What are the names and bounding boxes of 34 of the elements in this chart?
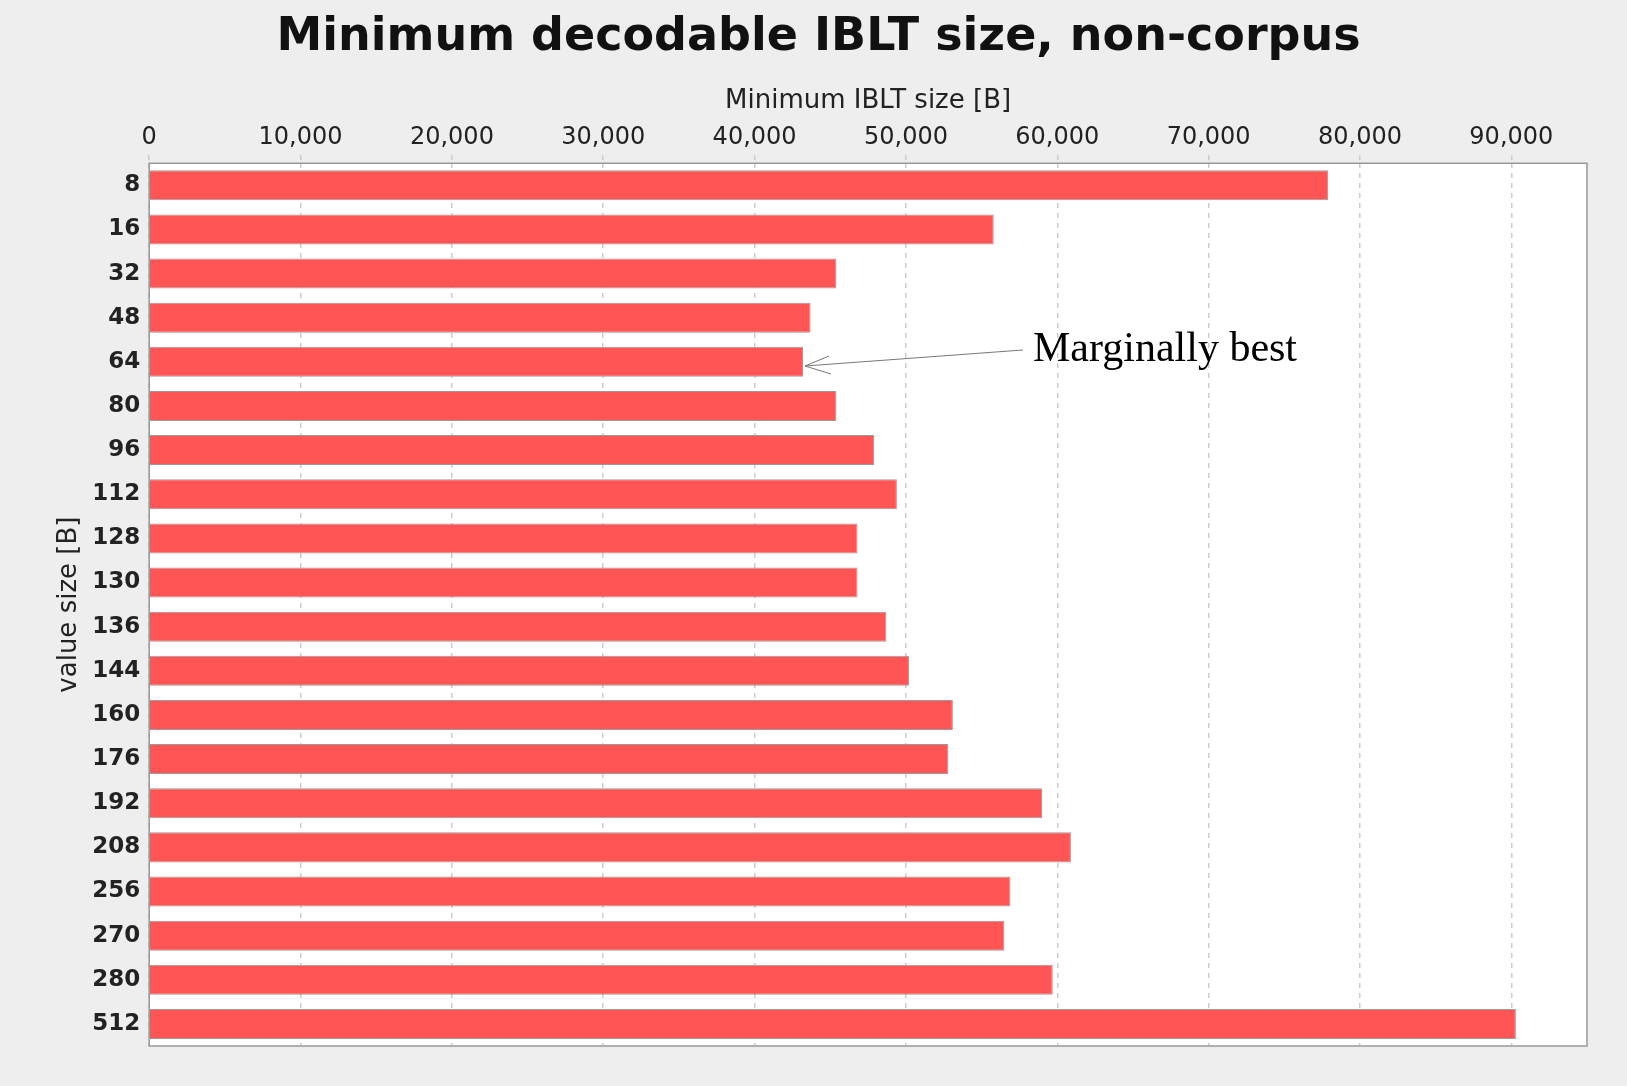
y-tick-label: 128: [92, 523, 141, 550]
y-tick-label: 144: [92, 655, 141, 682]
y-tick-label: 160: [92, 699, 141, 726]
annotation: Marginally best: [1033, 323, 1298, 370]
y-tick-label: 512: [92, 1008, 141, 1035]
y-tick-label: 270: [92, 920, 141, 947]
x-axis-title: Minimum IBLT size [B]: [725, 83, 1012, 114]
y-axis-title: value size [B]: [52, 516, 83, 693]
y-tick-label: 96: [108, 435, 141, 462]
chart-title: Minimum decodable IBLT size, non-corpus: [276, 6, 1361, 61]
x-tick-label: 30,000: [561, 122, 646, 151]
y-tick-label: 64: [108, 346, 141, 373]
y-tick-label: 208: [92, 832, 141, 859]
x-tick-label: 70,000: [1166, 122, 1251, 151]
y-tick-label: 16: [108, 214, 141, 241]
x-tick-label: 90,000: [1469, 122, 1554, 151]
x-tick-label: 0: [141, 122, 157, 151]
y-tick-label: 8: [124, 170, 141, 197]
y-tick-label: 32: [108, 258, 141, 285]
y-tick-label: 48: [108, 302, 141, 329]
y-tick-label: 280: [92, 964, 141, 991]
y-tick-label: 136: [92, 611, 141, 638]
y-tick-label: 112: [92, 479, 141, 506]
y-tick-label: 176: [92, 744, 141, 771]
x-tick-label: 60,000: [1015, 122, 1100, 151]
x-tick-label: 80,000: [1317, 122, 1402, 151]
y-tick-label: 130: [92, 567, 141, 594]
x-tick-label: 50,000: [863, 122, 948, 151]
x-tick-label: 20,000: [409, 122, 494, 151]
x-tick-label: 10,000: [258, 122, 343, 151]
y-tick-label: 192: [92, 788, 141, 815]
y-tick-label: 80: [108, 390, 141, 417]
y-tick-label: 256: [92, 876, 141, 903]
x-tick-label: 40,000: [712, 122, 797, 151]
